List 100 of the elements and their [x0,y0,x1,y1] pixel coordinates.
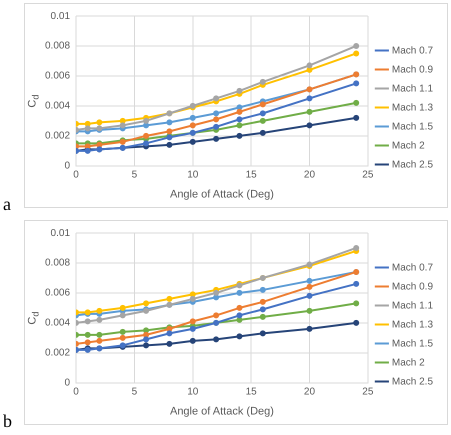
point [306,278,312,284]
point [353,80,360,86]
x-tick-label: 20 [304,386,316,398]
point [236,132,242,139]
point [120,334,126,341]
point [190,138,196,145]
point [306,122,312,128]
point [143,140,150,146]
point [213,124,220,130]
point [190,296,196,302]
point [260,118,266,124]
x-tick-label: 20 [304,170,316,181]
x-axis-title: Angle of Attack (Deg) [170,405,274,418]
point [260,286,266,293]
y-tick-label: 0.01 [50,10,70,22]
legend-label: Mach 2 [392,357,426,368]
legend-label: Mach 1.1 [392,83,434,94]
legend-label: Mach 1.3 [392,102,434,114]
x-tick-label: 25 [362,170,374,181]
point [260,298,266,305]
point [306,108,312,115]
legend-label: Mach 0.7 [392,262,434,274]
point [166,142,172,148]
point [190,318,196,324]
point [353,280,360,287]
point [260,330,266,336]
point [96,338,102,344]
point [213,336,220,342]
point [260,314,266,320]
point [166,119,172,126]
point [213,312,220,318]
point [84,318,91,324]
point [84,339,91,346]
legend-label: Mach 1.5 [392,338,434,350]
x-tick-label: 25 [362,386,374,398]
point [236,108,242,115]
x-tick-label: 0 [73,170,80,181]
point [353,42,360,49]
point [306,62,312,68]
text: b [3,411,12,432]
point [236,88,242,94]
point [213,290,220,296]
point [260,130,266,136]
point [236,312,242,318]
legend-label: Mach 1.5 [392,121,434,132]
y-tick-label: 0 [64,160,70,172]
y-tick-label: 0.01 [50,228,70,239]
point [96,308,102,314]
point [166,296,172,302]
legend-label: Mach 2.5 [392,376,434,388]
point [213,136,220,142]
point [190,326,196,332]
text: a [3,194,11,215]
point [190,122,196,128]
point [143,336,150,342]
point [84,332,91,338]
x-axis-title: Angle of Attack (Deg) [170,188,274,200]
point [213,95,220,102]
point [306,308,312,314]
point [120,312,126,318]
point [236,116,242,122]
point [120,328,126,335]
point [236,304,242,311]
y-tick-label: 0.002 [44,130,70,142]
y-tick-label: 0.004 [44,318,70,329]
x-tick-label: 5 [132,386,138,398]
point [353,244,360,251]
point [260,101,266,108]
legend-label: Mach 2.5 [392,159,434,170]
point [143,118,150,124]
legend-label: Mach 2 [392,140,426,152]
point [96,332,102,338]
point [306,284,312,290]
point [213,110,220,116]
point [353,320,360,326]
point [353,300,360,306]
y-tick-label: 0.002 [44,348,70,359]
point [213,116,220,122]
x-tick-label: 0 [73,386,80,398]
point [236,290,242,296]
point [120,122,126,128]
legend-label: Mach 0.9 [392,281,434,292]
y-tick-label: 0.006 [44,288,70,299]
y-tick-label: 0.004 [44,100,70,112]
y-tick-label: 0.008 [44,258,70,269]
point [260,78,266,85]
point [143,300,150,306]
point [353,114,360,121]
point [120,304,126,311]
x-tick-label: 10 [187,386,199,398]
legend-label: Mach 1.1 [392,300,434,312]
point [236,122,242,128]
point [260,306,266,312]
point [143,132,150,139]
legend-label: Mach 1.3 [392,319,434,330]
point [190,338,196,344]
x-tick-label: 5 [132,170,138,181]
point [306,95,312,102]
y-tick-label: 0 [64,378,70,389]
point [96,316,102,323]
